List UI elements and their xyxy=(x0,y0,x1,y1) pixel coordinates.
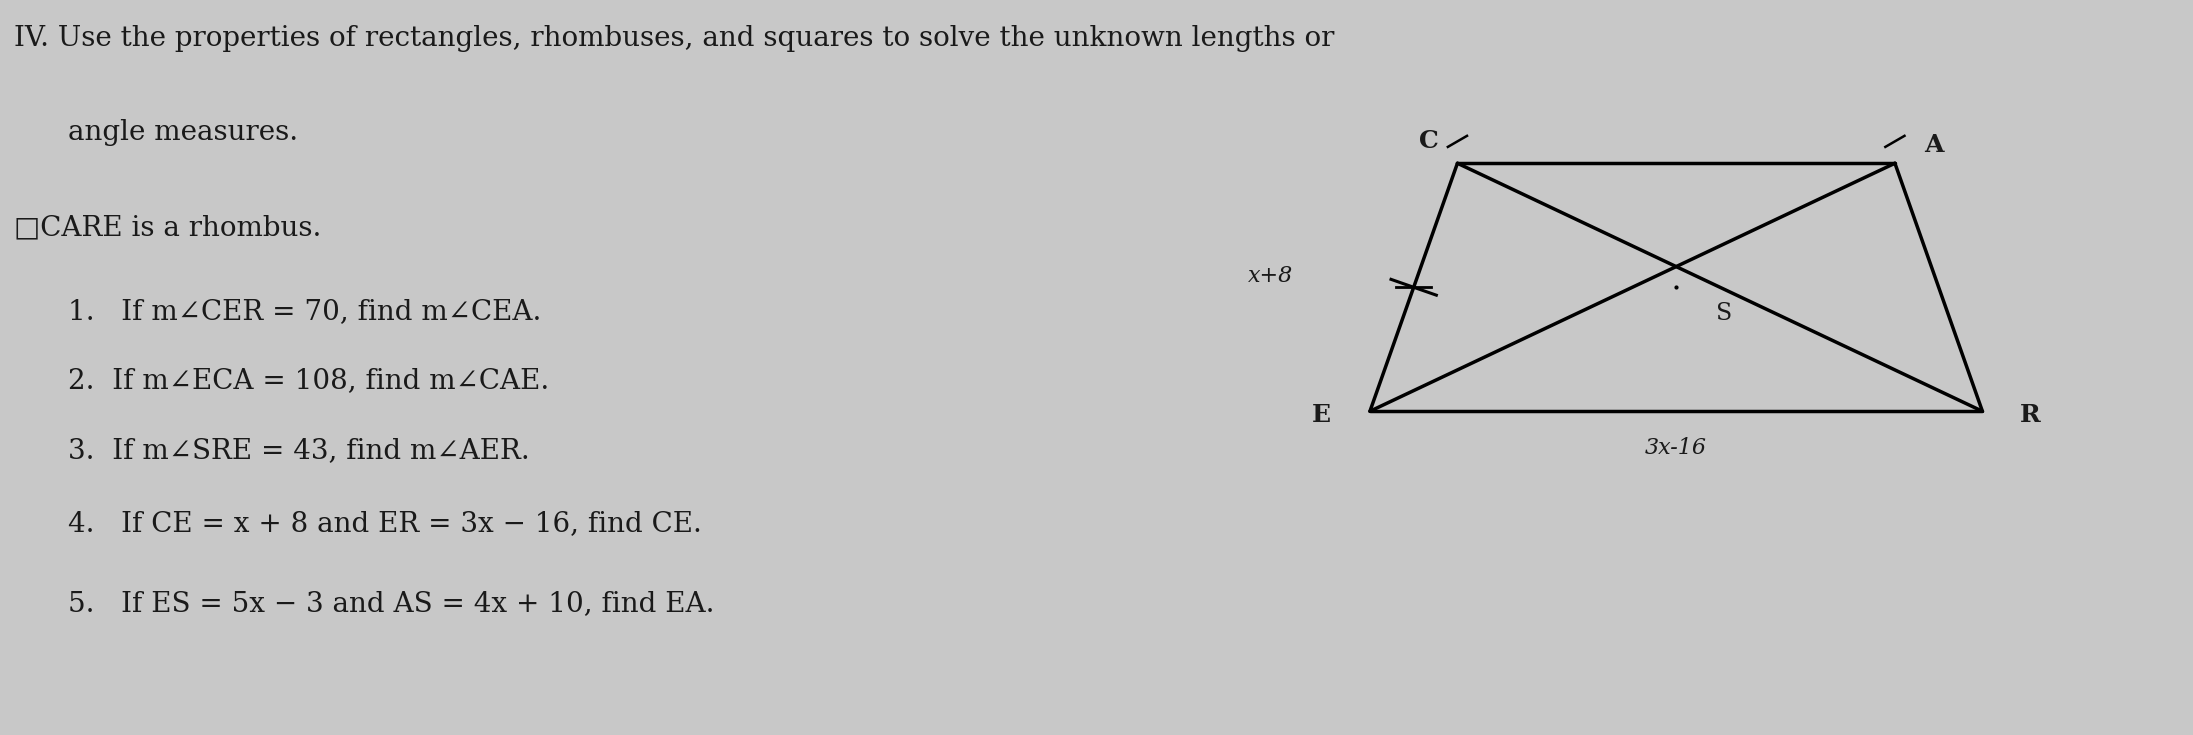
Text: E: E xyxy=(1311,403,1331,427)
Text: □CARE is a rhombus.: □CARE is a rhombus. xyxy=(13,215,320,241)
Text: C: C xyxy=(1419,129,1439,154)
Text: angle measures.: angle measures. xyxy=(68,120,298,146)
Text: 3x-16: 3x-16 xyxy=(1645,437,1706,459)
Text: R: R xyxy=(2020,403,2042,427)
Text: 1.   If m∠CER = 70, find m∠CEA.: 1. If m∠CER = 70, find m∠CEA. xyxy=(68,298,542,325)
Text: 4.   If CE = x + 8 and ER = 3x − 16, find CE.: 4. If CE = x + 8 and ER = 3x − 16, find … xyxy=(68,510,702,537)
Text: 5.   If ES = 5x − 3 and AS = 4x + 10, find EA.: 5. If ES = 5x − 3 and AS = 4x + 10, find… xyxy=(68,590,715,617)
Text: IV. Use the properties of rectangles, rhombuses, and squares to solve the unknow: IV. Use the properties of rectangles, rh… xyxy=(13,25,1333,51)
Text: A: A xyxy=(1925,133,1943,157)
Text: x+8: x+8 xyxy=(1248,265,1294,287)
Text: 2.  If m∠ECA = 108, find m∠CAE.: 2. If m∠ECA = 108, find m∠CAE. xyxy=(68,368,550,395)
Text: 3.  If m∠SRE = 43, find m∠AER.: 3. If m∠SRE = 43, find m∠AER. xyxy=(68,437,531,464)
Text: S: S xyxy=(1715,302,1732,325)
